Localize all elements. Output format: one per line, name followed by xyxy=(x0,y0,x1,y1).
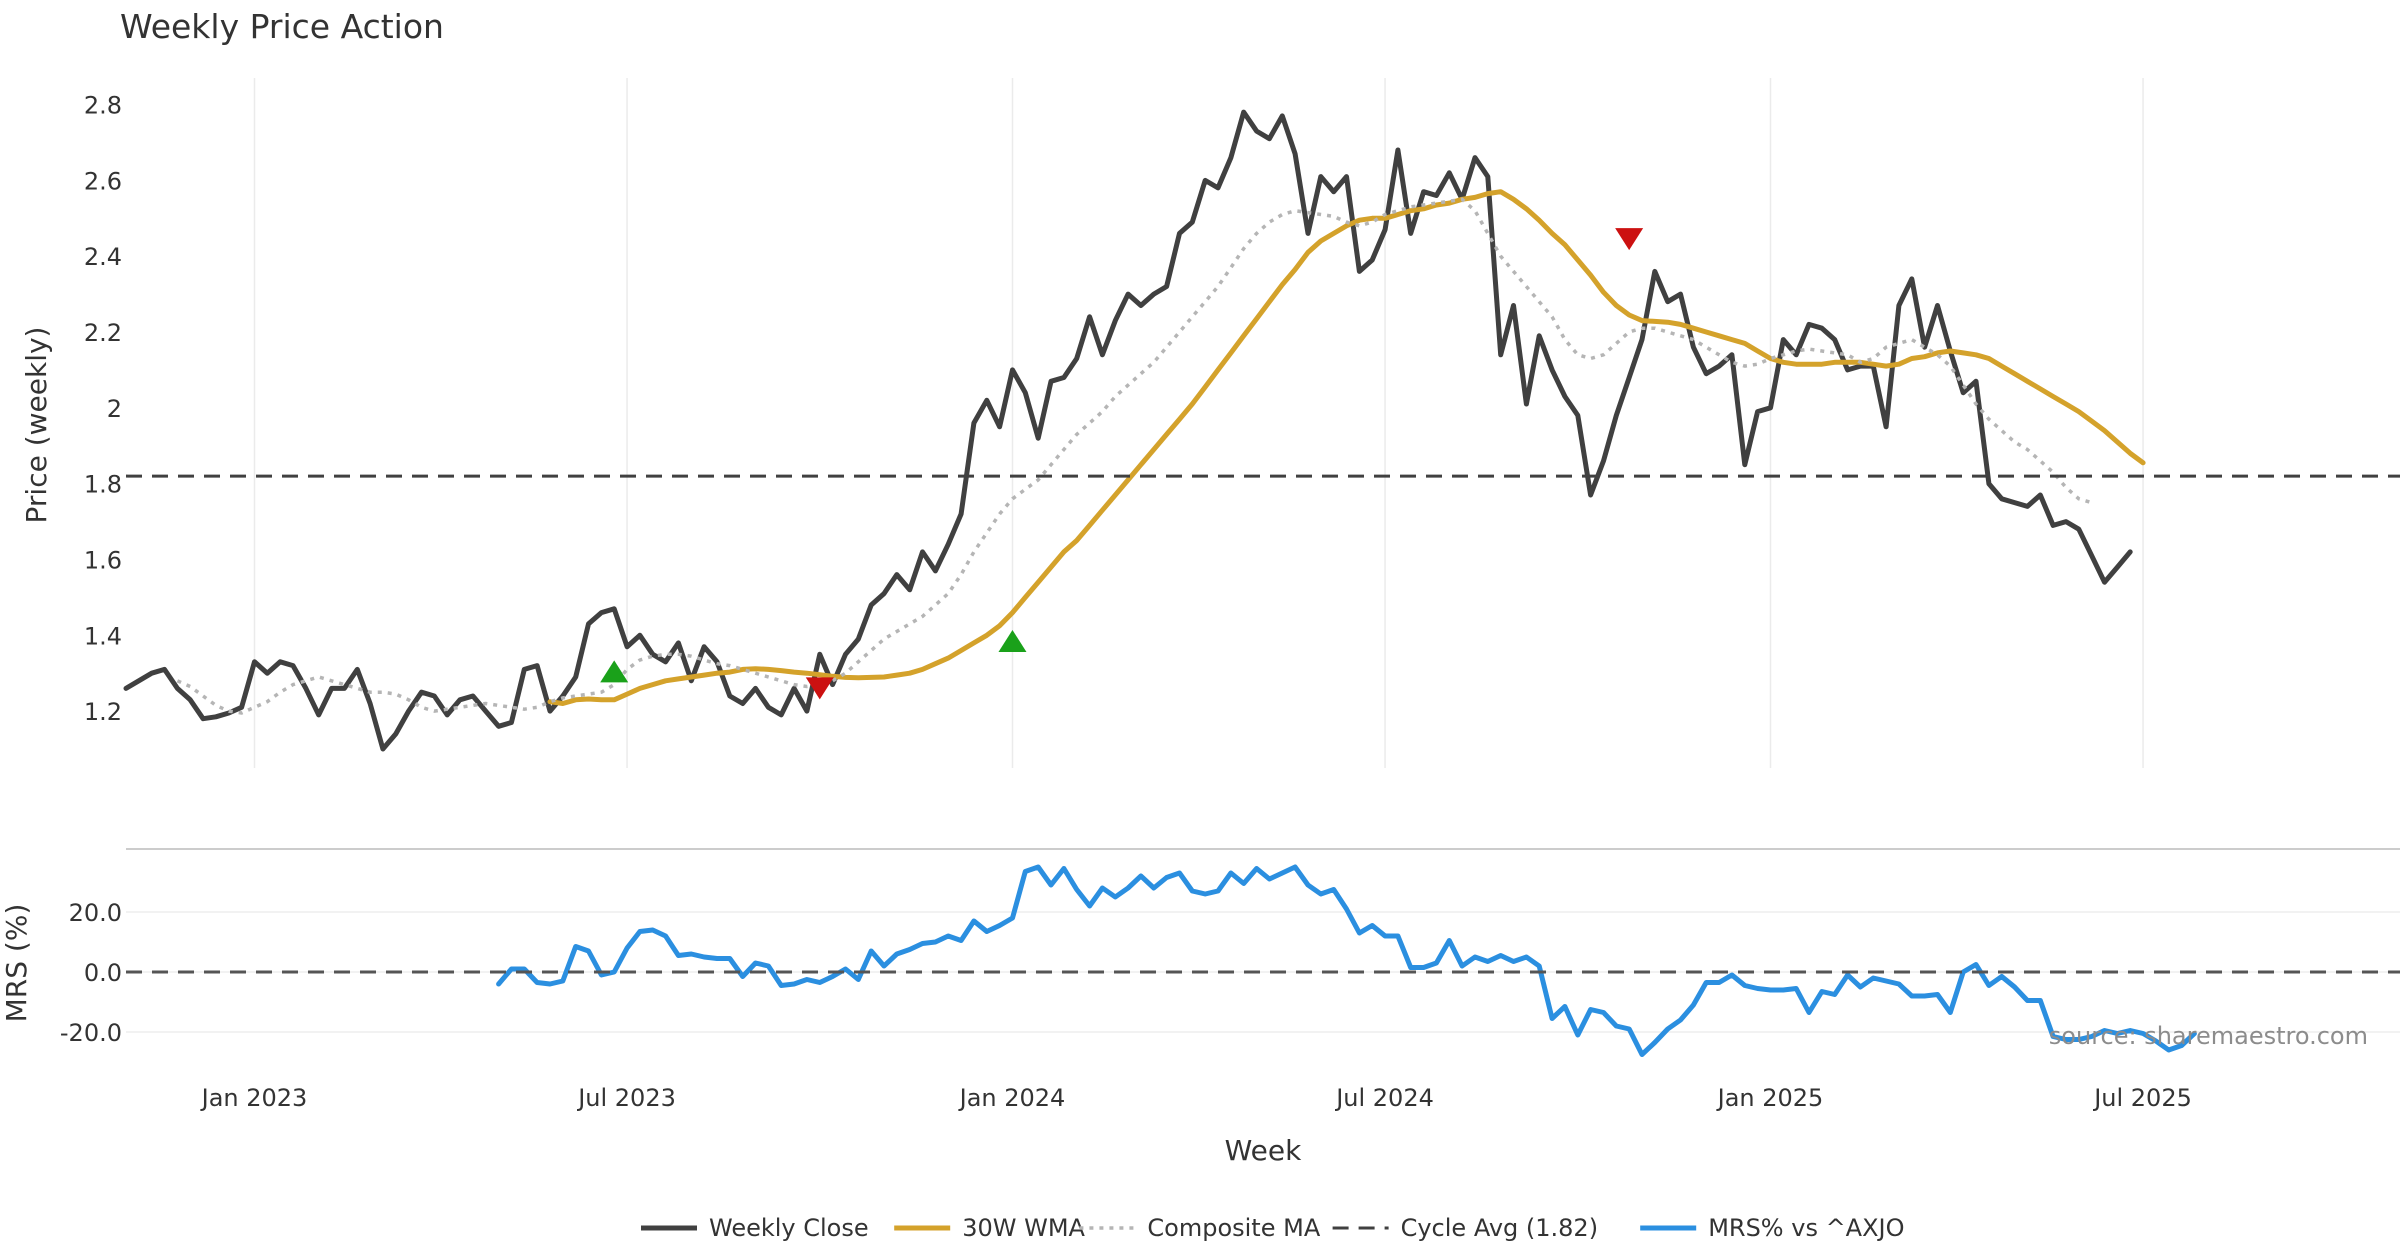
source-note: source: sharemaestro.com xyxy=(2049,1022,2368,1050)
mrs-y-tick-label: 0.0 xyxy=(84,959,122,987)
mrs-y-axis-label: MRS (%) xyxy=(0,904,33,1023)
sell-signal-marker xyxy=(805,677,834,700)
price-y-tick-label: 1.4 xyxy=(84,622,122,650)
legend-label: MRS% vs ^AXJO xyxy=(1708,1214,1904,1242)
price-y-tick-label: 1.8 xyxy=(84,471,122,499)
price-y-tick-label: 2.4 xyxy=(84,243,122,271)
price-y-tick-label: 2.8 xyxy=(84,92,122,120)
sell-signal-marker xyxy=(1615,228,1644,251)
legend-label: Composite MA xyxy=(1147,1214,1320,1242)
x-tick-label: Jul 2025 xyxy=(2092,1084,2192,1112)
price-y-axis-label: Price (weekly) xyxy=(20,327,53,524)
legend-label: Weekly Close xyxy=(709,1214,869,1242)
buy-signal-marker xyxy=(998,629,1027,652)
legend-label: Cycle Avg (1.82) xyxy=(1401,1214,1598,1242)
x-tick-label: Jul 2024 xyxy=(1334,1084,1434,1112)
price-y-tick-label: 2.2 xyxy=(84,319,122,347)
legend-label: 30W WMA xyxy=(962,1214,1085,1242)
series-line-composite-ma xyxy=(176,197,2093,715)
price-panel-grid xyxy=(253,78,2144,768)
series-line-30w-wma xyxy=(547,189,2146,706)
mrs-y-ticks: -20.0 0.0 20.0 xyxy=(60,899,122,1047)
mrs-series-group xyxy=(126,864,2400,1057)
x-tick-label: Jul 2023 xyxy=(576,1084,676,1112)
legend: Weekly Close 30W WMA Composite MA Cycle Avg… xyxy=(641,1214,1905,1242)
signal-markers xyxy=(600,228,1644,700)
x-tick-label: Jan 2024 xyxy=(958,1084,1066,1112)
x-ticks: Jan 2023 Jul 2023 Jan 2024 Jul 2024 Jan 2025… xyxy=(200,1084,2192,1112)
price-y-tick-label: 1.2 xyxy=(84,698,122,726)
mrs-y-tick-label: 20.0 xyxy=(69,899,122,927)
mrs-y-tick-label: -20.0 xyxy=(60,1019,122,1047)
price-y-tick-label: 1.6 xyxy=(84,546,122,574)
buy-signal-marker xyxy=(600,660,629,683)
x-tick-label: Jan 2023 xyxy=(200,1084,308,1112)
series-line-mrs-vs-axjo xyxy=(496,864,2197,1057)
price-y-ticks: 1.2 1.4 1.6 1.8 2 2.2 2.4 2.6 2.8 xyxy=(84,92,122,727)
price-series-group xyxy=(123,109,2400,752)
chart-title: Weekly Price Action xyxy=(120,7,444,46)
series-line-weekly-close xyxy=(123,109,2133,752)
price-y-tick-label: 2.6 xyxy=(84,167,122,195)
price-y-tick-label: 2 xyxy=(107,395,122,423)
x-tick-label: Jan 2025 xyxy=(1716,1084,1824,1112)
x-axis-label: Week xyxy=(1225,1134,1302,1167)
